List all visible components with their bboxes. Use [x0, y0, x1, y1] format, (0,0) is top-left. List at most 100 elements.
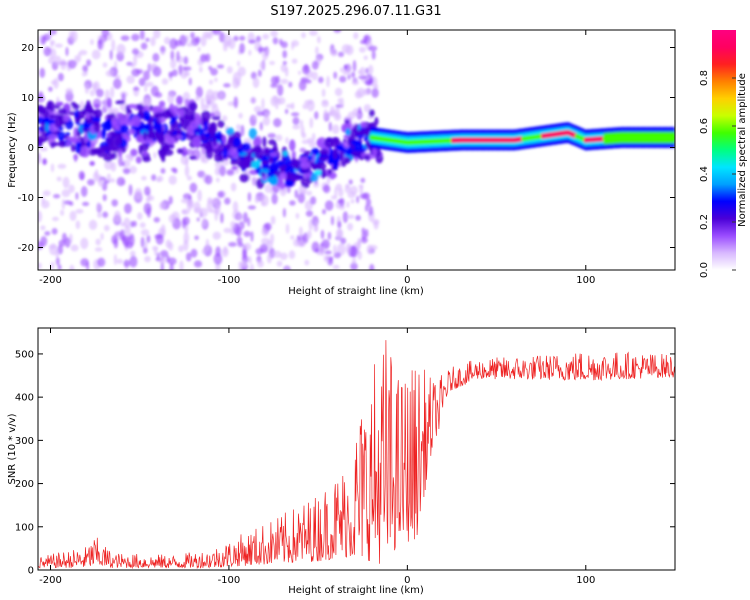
spectrogram-noise-cell [364, 80, 373, 86]
spectrogram-noise-cell [200, 35, 207, 47]
spectrogram-xtick-label: 100 [576, 275, 595, 286]
spectrogram-ridge-cell [311, 147, 319, 156]
spectrogram-ridge-cell [198, 127, 206, 137]
spectrogram-noise-cell [160, 224, 166, 237]
spectrogram-noise-cell [110, 86, 115, 99]
spectrogram-noise-cell [87, 179, 95, 186]
spectrogram-noise-cell [371, 50, 376, 60]
spectrogram-ridge-cell [188, 101, 198, 111]
spectrogram-ridge-cell [241, 142, 252, 152]
spectrogram-ridge-cell [223, 147, 228, 159]
spectrogram-ridge-cell [113, 132, 123, 141]
spectrogram-ridge-cell [38, 138, 48, 143]
spectrogram-ridge-cell [279, 183, 285, 190]
spectrogram-noise-cell [355, 215, 361, 221]
spectrogram-noise-cell [38, 262, 42, 269]
spectrogram-ridge-cell [136, 103, 144, 111]
spectrogram-noise-cell [169, 38, 178, 50]
spectrogram-noise-cell [43, 46, 52, 57]
spectrogram-ridge-cell [222, 134, 227, 145]
spectrogram-ridge-cell [201, 110, 211, 122]
spectrogram-noise-cell [282, 207, 286, 218]
spectrogram-noise-cell [259, 121, 263, 131]
spectrogram-ridge-cell [136, 134, 145, 143]
colorbar-tick-label: 0.6 [699, 118, 710, 134]
spectrogram-ridge-cell [343, 157, 351, 164]
spectrogram-noise-cell [311, 71, 319, 81]
spectrogram-noise-cell [202, 217, 207, 227]
spectrogram-noise-cell [186, 175, 192, 181]
spectrogram-ytick-label: -10 [18, 193, 34, 204]
spectrogram-noise-cell [197, 189, 202, 202]
spectrogram-noise-cell [333, 113, 342, 121]
spectrogram-noise-cell [137, 212, 143, 220]
spectrogram-noise-cell [250, 97, 257, 104]
spectrogram-noise-cell [145, 81, 154, 87]
spectrogram-noise-cell [161, 78, 169, 85]
spectrogram-noise-cell [351, 257, 357, 265]
spectrogram-noise-cell [51, 228, 58, 235]
spectrogram-ytick-label: 0 [28, 143, 34, 154]
spectrogram-noise-cell [326, 75, 330, 88]
spectrogram-noise-cell [140, 42, 148, 50]
spectrogram-ridge-cell [204, 132, 211, 138]
spectrogram-ridge-cell [158, 100, 166, 108]
spectrogram-noise-cell [160, 51, 165, 56]
spectrogram-noise-cell [337, 51, 345, 57]
spectrogram-ridge-cell [151, 131, 160, 140]
spectrogram-noise-cell [270, 215, 276, 225]
spectrogram-noise-cell [264, 222, 272, 231]
spectrogram-ridge-cell [103, 119, 113, 131]
spectrogram-noise-cell [152, 245, 159, 251]
spectrogram-noise-cell [116, 258, 124, 264]
spectrogram-noise-cell [153, 30, 161, 39]
spectrogram-noise-cell [275, 134, 283, 142]
colorbar-tick-label: 0.2 [699, 214, 710, 230]
spectrogram-noise-cell [334, 87, 343, 97]
spectrogram-noise-cell [202, 31, 212, 38]
spectrogram-noise-cell [368, 64, 374, 75]
spectrogram-noise-cell [39, 146, 48, 152]
spectrogram-noise-cell [56, 176, 62, 182]
spectrogram-noise-cell [219, 32, 226, 43]
spectrogram-noise-cell [260, 200, 266, 207]
spectrogram-noise-cell [176, 50, 180, 62]
spectrogram-noise-cell [120, 35, 130, 41]
spectrogram-noise-cell [236, 212, 243, 221]
spectrogram-noise-cell [322, 209, 326, 215]
spectrogram-noise-cell [178, 64, 182, 76]
spectrogram-noise-cell [80, 186, 88, 197]
spectrogram-ridge-cell [86, 140, 91, 149]
spectrogram-ridge-cell [93, 108, 103, 118]
spectrogram-noise-cell [95, 169, 99, 178]
spectrogram-noise-cell [48, 244, 57, 249]
spectrogram-ridge-cell [354, 141, 363, 152]
spectrogram-noise-cell [318, 76, 324, 84]
spectrogram-noise-cell [289, 200, 296, 206]
spectrogram-ridge-cell [47, 133, 58, 140]
spectrogram-ridge-cell [101, 145, 108, 151]
spectrogram-noise-cell [143, 70, 150, 81]
spectrogram-ridge-cell [74, 117, 81, 123]
spectrogram-noise-cell [368, 205, 374, 216]
spectrogram-noise-cell [259, 243, 268, 253]
spectrogram-noise-cell [228, 242, 237, 247]
spectrogram-noise-cell [342, 69, 348, 76]
spectrogram-noise-cell [226, 169, 235, 176]
spectrogram-noise-cell [145, 197, 151, 203]
spectrogram-ridge-cell [162, 109, 173, 119]
spectrogram-noise-cell [123, 217, 131, 228]
spectrogram-ridge-cell [359, 121, 367, 129]
spectrogram-noise-cell [119, 229, 126, 241]
spectrogram-ridge-cell [106, 144, 111, 154]
spectrogram-ridge-cell [78, 110, 86, 118]
spectrogram-ridge-cell [217, 120, 225, 128]
spectrogram-noise-cell [242, 260, 246, 270]
spectrogram-noise-cell [50, 163, 55, 173]
spectrogram-noise-cell [116, 43, 126, 55]
spectrogram-noise-cell [185, 149, 194, 156]
spectrogram-noise-cell [146, 235, 151, 243]
spectrogram-noise-cell [210, 68, 218, 76]
spectrogram-noise-cell [303, 63, 309, 72]
